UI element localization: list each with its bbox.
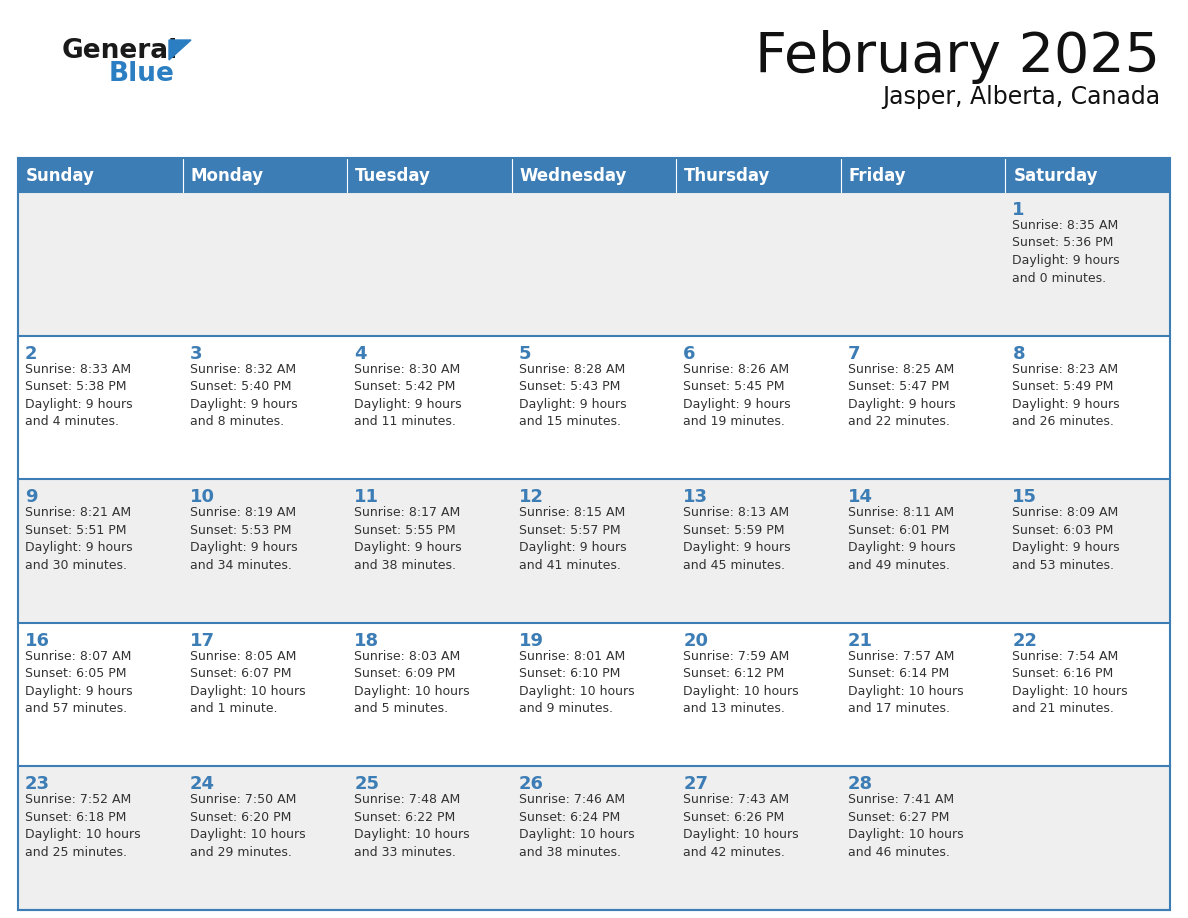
- Text: Sunrise: 7:48 AM
Sunset: 6:22 PM
Daylight: 10 hours
and 33 minutes.: Sunrise: 7:48 AM Sunset: 6:22 PM Dayligh…: [354, 793, 469, 859]
- Bar: [676, 158, 841, 192]
- Text: Sunrise: 8:33 AM
Sunset: 5:38 PM
Daylight: 9 hours
and 4 minutes.: Sunrise: 8:33 AM Sunset: 5:38 PM Dayligh…: [25, 363, 133, 428]
- Text: Wednesday: Wednesday: [519, 167, 627, 185]
- Text: Sunrise: 8:01 AM
Sunset: 6:10 PM
Daylight: 10 hours
and 9 minutes.: Sunrise: 8:01 AM Sunset: 6:10 PM Dayligh…: [519, 650, 634, 715]
- Text: 10: 10: [190, 488, 215, 506]
- Text: Tuesday: Tuesday: [355, 167, 431, 185]
- Text: 28: 28: [848, 776, 873, 793]
- Text: 4: 4: [354, 344, 367, 363]
- Text: Jasper, Alberta, Canada: Jasper, Alberta, Canada: [881, 85, 1159, 109]
- Text: Sunrise: 8:09 AM
Sunset: 6:03 PM
Daylight: 9 hours
and 53 minutes.: Sunrise: 8:09 AM Sunset: 6:03 PM Dayligh…: [1012, 506, 1120, 572]
- Text: Sunrise: 8:03 AM
Sunset: 6:09 PM
Daylight: 10 hours
and 5 minutes.: Sunrise: 8:03 AM Sunset: 6:09 PM Dayligh…: [354, 650, 469, 715]
- Text: 19: 19: [519, 632, 544, 650]
- Text: 23: 23: [25, 776, 50, 793]
- Bar: [18, 158, 1170, 910]
- Bar: [1005, 158, 1170, 192]
- Bar: [18, 622, 1170, 767]
- Text: 8: 8: [1012, 344, 1025, 363]
- Text: Sunrise: 8:21 AM
Sunset: 5:51 PM
Daylight: 9 hours
and 30 minutes.: Sunrise: 8:21 AM Sunset: 5:51 PM Dayligh…: [25, 506, 133, 572]
- Text: Blue: Blue: [109, 61, 175, 87]
- Text: Sunrise: 8:13 AM
Sunset: 5:59 PM
Daylight: 9 hours
and 45 minutes.: Sunrise: 8:13 AM Sunset: 5:59 PM Dayligh…: [683, 506, 791, 572]
- Text: Monday: Monday: [190, 167, 264, 185]
- Text: 16: 16: [25, 632, 50, 650]
- Bar: [183, 158, 347, 192]
- Text: 1: 1: [1012, 201, 1025, 219]
- Text: 13: 13: [683, 488, 708, 506]
- Text: Sunrise: 8:15 AM
Sunset: 5:57 PM
Daylight: 9 hours
and 41 minutes.: Sunrise: 8:15 AM Sunset: 5:57 PM Dayligh…: [519, 506, 626, 572]
- Polygon shape: [169, 40, 191, 60]
- Text: 2: 2: [25, 344, 38, 363]
- Text: 14: 14: [848, 488, 873, 506]
- Text: Sunrise: 8:35 AM
Sunset: 5:36 PM
Daylight: 9 hours
and 0 minutes.: Sunrise: 8:35 AM Sunset: 5:36 PM Dayligh…: [1012, 219, 1120, 285]
- Text: 3: 3: [190, 344, 202, 363]
- Text: Sunrise: 7:54 AM
Sunset: 6:16 PM
Daylight: 10 hours
and 21 minutes.: Sunrise: 7:54 AM Sunset: 6:16 PM Dayligh…: [1012, 650, 1129, 715]
- Text: Sunrise: 8:32 AM
Sunset: 5:40 PM
Daylight: 9 hours
and 8 minutes.: Sunrise: 8:32 AM Sunset: 5:40 PM Dayligh…: [190, 363, 297, 428]
- Bar: [841, 158, 1005, 192]
- Bar: [512, 158, 676, 192]
- Text: Sunrise: 8:19 AM
Sunset: 5:53 PM
Daylight: 9 hours
and 34 minutes.: Sunrise: 8:19 AM Sunset: 5:53 PM Dayligh…: [190, 506, 297, 572]
- Text: 12: 12: [519, 488, 544, 506]
- Text: February 2025: February 2025: [756, 30, 1159, 84]
- Text: 26: 26: [519, 776, 544, 793]
- Text: Sunrise: 7:57 AM
Sunset: 6:14 PM
Daylight: 10 hours
and 17 minutes.: Sunrise: 7:57 AM Sunset: 6:14 PM Dayligh…: [848, 650, 963, 715]
- Text: Sunrise: 8:28 AM
Sunset: 5:43 PM
Daylight: 9 hours
and 15 minutes.: Sunrise: 8:28 AM Sunset: 5:43 PM Dayligh…: [519, 363, 626, 428]
- Text: Sunrise: 8:11 AM
Sunset: 6:01 PM
Daylight: 9 hours
and 49 minutes.: Sunrise: 8:11 AM Sunset: 6:01 PM Dayligh…: [848, 506, 955, 572]
- Text: 9: 9: [25, 488, 38, 506]
- Bar: [18, 192, 1170, 336]
- Text: Sunrise: 8:23 AM
Sunset: 5:49 PM
Daylight: 9 hours
and 26 minutes.: Sunrise: 8:23 AM Sunset: 5:49 PM Dayligh…: [1012, 363, 1120, 428]
- Text: 20: 20: [683, 632, 708, 650]
- Bar: [347, 158, 512, 192]
- Text: Sunrise: 7:41 AM
Sunset: 6:27 PM
Daylight: 10 hours
and 46 minutes.: Sunrise: 7:41 AM Sunset: 6:27 PM Dayligh…: [848, 793, 963, 859]
- Bar: [18, 336, 1170, 479]
- Text: 25: 25: [354, 776, 379, 793]
- Text: Friday: Friday: [849, 167, 906, 185]
- Text: 22: 22: [1012, 632, 1037, 650]
- Text: Sunrise: 8:17 AM
Sunset: 5:55 PM
Daylight: 9 hours
and 38 minutes.: Sunrise: 8:17 AM Sunset: 5:55 PM Dayligh…: [354, 506, 462, 572]
- Text: 6: 6: [683, 344, 696, 363]
- Text: Sunrise: 8:07 AM
Sunset: 6:05 PM
Daylight: 9 hours
and 57 minutes.: Sunrise: 8:07 AM Sunset: 6:05 PM Dayligh…: [25, 650, 133, 715]
- Text: 24: 24: [190, 776, 215, 793]
- Text: Sunrise: 8:26 AM
Sunset: 5:45 PM
Daylight: 9 hours
and 19 minutes.: Sunrise: 8:26 AM Sunset: 5:45 PM Dayligh…: [683, 363, 791, 428]
- Text: Sunday: Sunday: [26, 167, 95, 185]
- Text: 7: 7: [848, 344, 860, 363]
- Text: Sunrise: 7:50 AM
Sunset: 6:20 PM
Daylight: 10 hours
and 29 minutes.: Sunrise: 7:50 AM Sunset: 6:20 PM Dayligh…: [190, 793, 305, 859]
- Text: Sunrise: 8:30 AM
Sunset: 5:42 PM
Daylight: 9 hours
and 11 minutes.: Sunrise: 8:30 AM Sunset: 5:42 PM Dayligh…: [354, 363, 462, 428]
- Text: 18: 18: [354, 632, 379, 650]
- Text: 5: 5: [519, 344, 531, 363]
- Text: General: General: [62, 38, 178, 64]
- Text: 15: 15: [1012, 488, 1037, 506]
- Text: Sunrise: 8:25 AM
Sunset: 5:47 PM
Daylight: 9 hours
and 22 minutes.: Sunrise: 8:25 AM Sunset: 5:47 PM Dayligh…: [848, 363, 955, 428]
- Text: Saturday: Saturday: [1013, 167, 1098, 185]
- Text: Sunrise: 7:43 AM
Sunset: 6:26 PM
Daylight: 10 hours
and 42 minutes.: Sunrise: 7:43 AM Sunset: 6:26 PM Dayligh…: [683, 793, 798, 859]
- Text: Thursday: Thursday: [684, 167, 771, 185]
- Bar: [18, 158, 183, 192]
- Text: Sunrise: 7:52 AM
Sunset: 6:18 PM
Daylight: 10 hours
and 25 minutes.: Sunrise: 7:52 AM Sunset: 6:18 PM Dayligh…: [25, 793, 140, 859]
- Text: 17: 17: [190, 632, 215, 650]
- Text: 27: 27: [683, 776, 708, 793]
- Bar: [18, 767, 1170, 910]
- Text: 11: 11: [354, 488, 379, 506]
- Text: 21: 21: [848, 632, 873, 650]
- Text: Sunrise: 7:46 AM
Sunset: 6:24 PM
Daylight: 10 hours
and 38 minutes.: Sunrise: 7:46 AM Sunset: 6:24 PM Dayligh…: [519, 793, 634, 859]
- Text: Sunrise: 8:05 AM
Sunset: 6:07 PM
Daylight: 10 hours
and 1 minute.: Sunrise: 8:05 AM Sunset: 6:07 PM Dayligh…: [190, 650, 305, 715]
- Text: Sunrise: 7:59 AM
Sunset: 6:12 PM
Daylight: 10 hours
and 13 minutes.: Sunrise: 7:59 AM Sunset: 6:12 PM Dayligh…: [683, 650, 798, 715]
- Bar: [18, 479, 1170, 622]
